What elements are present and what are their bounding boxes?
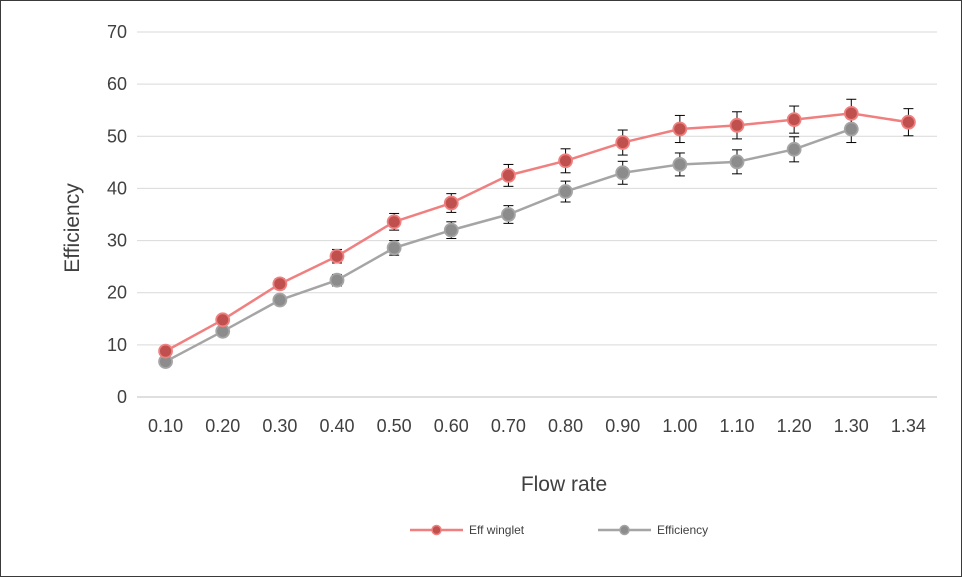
- data-point-efficiency: [272, 292, 288, 308]
- x-tick-label: 0.60: [434, 416, 469, 436]
- x-tick-label: 1.10: [719, 416, 754, 436]
- x-tick-label: 0.70: [491, 416, 526, 436]
- data-point-efficiency: [558, 184, 573, 199]
- x-tick-labels: 0.10 0.20 0.30 0.40 0.50 0.60 0.70 0.80 0.90 1.00…: [148, 416, 926, 436]
- data-point-eff-winglet: [272, 276, 288, 292]
- legend-item-efficiency[interactable]: Efficiency: [598, 523, 708, 537]
- data-point-eff-winglet: [615, 135, 631, 150]
- legend: Eff winglet Efficiency: [410, 523, 708, 537]
- legend-label: Efficiency: [657, 523, 708, 537]
- markers: [158, 105, 916, 369]
- y-tick-label: 40: [107, 178, 127, 198]
- y-tick-label: 60: [107, 74, 127, 94]
- y-tick-labels: 0 10 20 30 40 50 60 70: [107, 22, 127, 407]
- data-point-eff-winglet: [672, 121, 688, 137]
- x-tick-label: 0.40: [319, 416, 354, 436]
- x-tick-label: 0.20: [205, 416, 240, 436]
- y-tick-label: 0: [117, 387, 127, 407]
- y-tick-label: 50: [107, 126, 127, 146]
- y-tick-label: 10: [107, 335, 127, 355]
- error-bars: [160, 98, 914, 365]
- x-axis-title: Flow rate: [521, 473, 607, 496]
- legend-swatch-marker: [619, 524, 630, 536]
- series-line-eff-winglet: [164, 112, 909, 353]
- y-tick-label: 20: [107, 283, 127, 303]
- data-point-efficiency: [786, 141, 802, 157]
- x-tick-label: 0.30: [262, 416, 297, 436]
- legend-label: Eff winglet: [469, 523, 525, 537]
- grid-lines: [137, 31, 937, 346]
- data-point-efficiency: [443, 222, 459, 238]
- x-tick-label: 1.34: [891, 416, 926, 436]
- legend-swatch-marker: [431, 524, 442, 536]
- data-point-eff-winglet: [901, 114, 916, 130]
- data-point-efficiency: [843, 121, 859, 137]
- data-point-efficiency: [615, 165, 631, 181]
- data-point-efficiency: [386, 240, 402, 256]
- data-point-eff-winglet: [215, 312, 231, 328]
- x-tick-label: 1.20: [777, 416, 812, 436]
- x-tick-label: 0.10: [148, 416, 183, 436]
- data-point-eff-winglet: [729, 117, 745, 133]
- data-point-eff-winglet: [786, 112, 802, 127]
- data-point-eff-winglet: [843, 105, 859, 121]
- data-point-eff-winglet: [386, 214, 402, 230]
- x-tick-label: 1.30: [834, 416, 869, 436]
- data-point-efficiency: [329, 272, 345, 288]
- data-point-eff-winglet: [501, 167, 516, 183]
- data-point-eff-winglet: [329, 248, 345, 264]
- x-tick-label: 1.00: [662, 416, 697, 436]
- data-point-efficiency: [501, 207, 516, 222]
- series-line-efficiency: [164, 127, 852, 363]
- y-tick-label: 70: [107, 22, 127, 42]
- data-point-eff-winglet: [558, 153, 573, 169]
- legend-item-eff-winglet[interactable]: Eff winglet: [410, 523, 525, 537]
- data-point-eff-winglet: [158, 343, 173, 359]
- x-tick-label: 0.50: [377, 416, 412, 436]
- y-axis-title: Efficiency: [61, 183, 84, 273]
- data-point-eff-winglet: [443, 195, 459, 211]
- x-tick-label: 0.80: [548, 416, 583, 436]
- x-tick-label: 0.90: [605, 416, 640, 436]
- data-point-efficiency: [672, 157, 688, 172]
- y-tick-label: 30: [107, 231, 127, 251]
- data-point-efficiency: [729, 154, 745, 170]
